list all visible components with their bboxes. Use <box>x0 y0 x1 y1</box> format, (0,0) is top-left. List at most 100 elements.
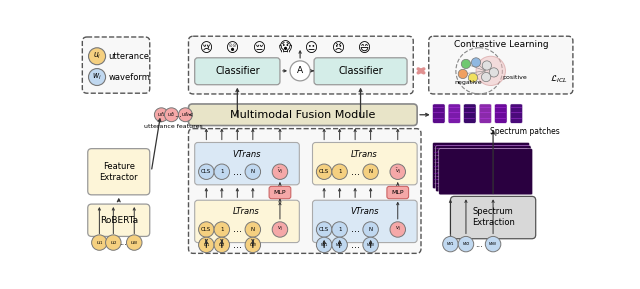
Text: 😄: 😄 <box>358 42 371 55</box>
Circle shape <box>332 164 348 179</box>
Text: $v_j$: $v_j$ <box>276 225 283 234</box>
Text: LTrans: LTrans <box>351 149 378 159</box>
Text: 1: 1 <box>338 169 341 174</box>
Circle shape <box>482 61 492 70</box>
Circle shape <box>198 237 214 253</box>
Circle shape <box>458 69 467 79</box>
Text: $\bar{v}_j$: $\bar{v}_j$ <box>276 166 283 177</box>
FancyBboxPatch shape <box>448 104 461 123</box>
Circle shape <box>472 58 481 67</box>
Text: ...: ... <box>475 240 483 249</box>
Text: $u_2$: $u_2$ <box>109 239 117 247</box>
Text: $w_N$: $w_N$ <box>488 240 498 248</box>
FancyBboxPatch shape <box>83 37 150 93</box>
Text: ...: ... <box>351 225 360 234</box>
Text: MLP: MLP <box>274 190 286 195</box>
Text: 1: 1 <box>338 227 341 232</box>
Text: Multimodal Fusion Module: Multimodal Fusion Module <box>230 110 375 120</box>
Text: $u_1$: $u_1$ <box>202 241 210 249</box>
Circle shape <box>290 61 310 81</box>
Text: $\bar{v}_j$: $\bar{v}_j$ <box>394 166 401 177</box>
Circle shape <box>88 68 106 86</box>
Circle shape <box>198 222 214 237</box>
Text: $w_2$: $w_2$ <box>461 240 470 248</box>
Text: $uf_1$: $uf_1$ <box>157 110 166 119</box>
Text: $u_2$: $u_2$ <box>218 241 226 249</box>
Circle shape <box>316 222 332 237</box>
Text: positive: positive <box>502 75 527 80</box>
Text: N: N <box>251 227 255 232</box>
Text: N: N <box>369 169 372 174</box>
Text: 😔: 😔 <box>253 42 266 55</box>
Text: Feature
Extractor: Feature Extractor <box>99 162 138 182</box>
Text: ...: ... <box>351 167 360 177</box>
Circle shape <box>485 236 501 252</box>
Circle shape <box>363 237 378 253</box>
Text: ...: ... <box>351 240 360 250</box>
Circle shape <box>461 59 470 68</box>
FancyBboxPatch shape <box>314 58 407 85</box>
Circle shape <box>316 164 332 179</box>
Text: VTrans: VTrans <box>350 207 379 216</box>
Text: $uf_N$: $uf_N$ <box>180 110 190 119</box>
Circle shape <box>363 164 378 179</box>
Circle shape <box>127 235 142 250</box>
Circle shape <box>272 222 288 237</box>
FancyBboxPatch shape <box>312 142 417 185</box>
Text: CLS: CLS <box>319 169 329 174</box>
Text: ...: ... <box>233 240 242 250</box>
Text: $v_j$: $v_j$ <box>395 225 401 234</box>
Text: CLS: CLS <box>319 227 329 232</box>
Circle shape <box>272 164 288 179</box>
FancyBboxPatch shape <box>189 104 417 125</box>
FancyBboxPatch shape <box>495 104 507 123</box>
Text: $u_i$: $u_i$ <box>93 51 101 62</box>
FancyBboxPatch shape <box>463 104 476 123</box>
Circle shape <box>443 236 458 252</box>
Text: Contrastive Learning: Contrastive Learning <box>454 40 548 49</box>
FancyBboxPatch shape <box>439 149 532 195</box>
FancyBboxPatch shape <box>429 36 573 94</box>
Circle shape <box>245 237 260 253</box>
FancyBboxPatch shape <box>195 58 280 85</box>
Circle shape <box>468 73 477 82</box>
Text: CLS: CLS <box>201 227 211 232</box>
Text: ...: ... <box>233 225 242 234</box>
Text: 1: 1 <box>220 169 223 174</box>
FancyBboxPatch shape <box>195 200 300 242</box>
Circle shape <box>164 108 179 122</box>
Circle shape <box>214 164 230 179</box>
Circle shape <box>214 237 230 253</box>
FancyBboxPatch shape <box>312 200 417 242</box>
Text: ...: ... <box>233 167 242 177</box>
Text: $w_2$: $w_2$ <box>335 241 344 249</box>
Text: waveform: waveform <box>109 73 150 81</box>
FancyBboxPatch shape <box>88 204 150 236</box>
Text: N: N <box>251 169 255 174</box>
FancyBboxPatch shape <box>433 142 529 189</box>
Circle shape <box>92 235 107 250</box>
Text: N: N <box>369 227 372 232</box>
FancyBboxPatch shape <box>195 142 300 185</box>
Text: Spectrum
Extraction: Spectrum Extraction <box>472 207 515 227</box>
FancyBboxPatch shape <box>451 197 536 239</box>
Circle shape <box>245 164 260 179</box>
Text: ...: ... <box>120 238 127 247</box>
Circle shape <box>106 235 121 250</box>
Text: ...: ... <box>173 110 182 119</box>
Text: $w_i$: $w_i$ <box>92 72 102 82</box>
Text: 😐: 😐 <box>305 42 318 55</box>
Text: RoBERTa: RoBERTa <box>100 216 138 225</box>
Circle shape <box>245 222 260 237</box>
Circle shape <box>363 222 378 237</box>
Circle shape <box>332 222 348 237</box>
Circle shape <box>481 73 491 82</box>
Text: $w_1$: $w_1$ <box>320 241 328 249</box>
Text: 😢: 😢 <box>200 42 213 55</box>
Text: 😠: 😠 <box>332 42 344 55</box>
Text: A: A <box>297 66 303 75</box>
Text: negative: negative <box>454 80 482 85</box>
Text: 1: 1 <box>220 227 223 232</box>
Text: Classifier: Classifier <box>215 66 260 76</box>
Circle shape <box>458 236 474 252</box>
